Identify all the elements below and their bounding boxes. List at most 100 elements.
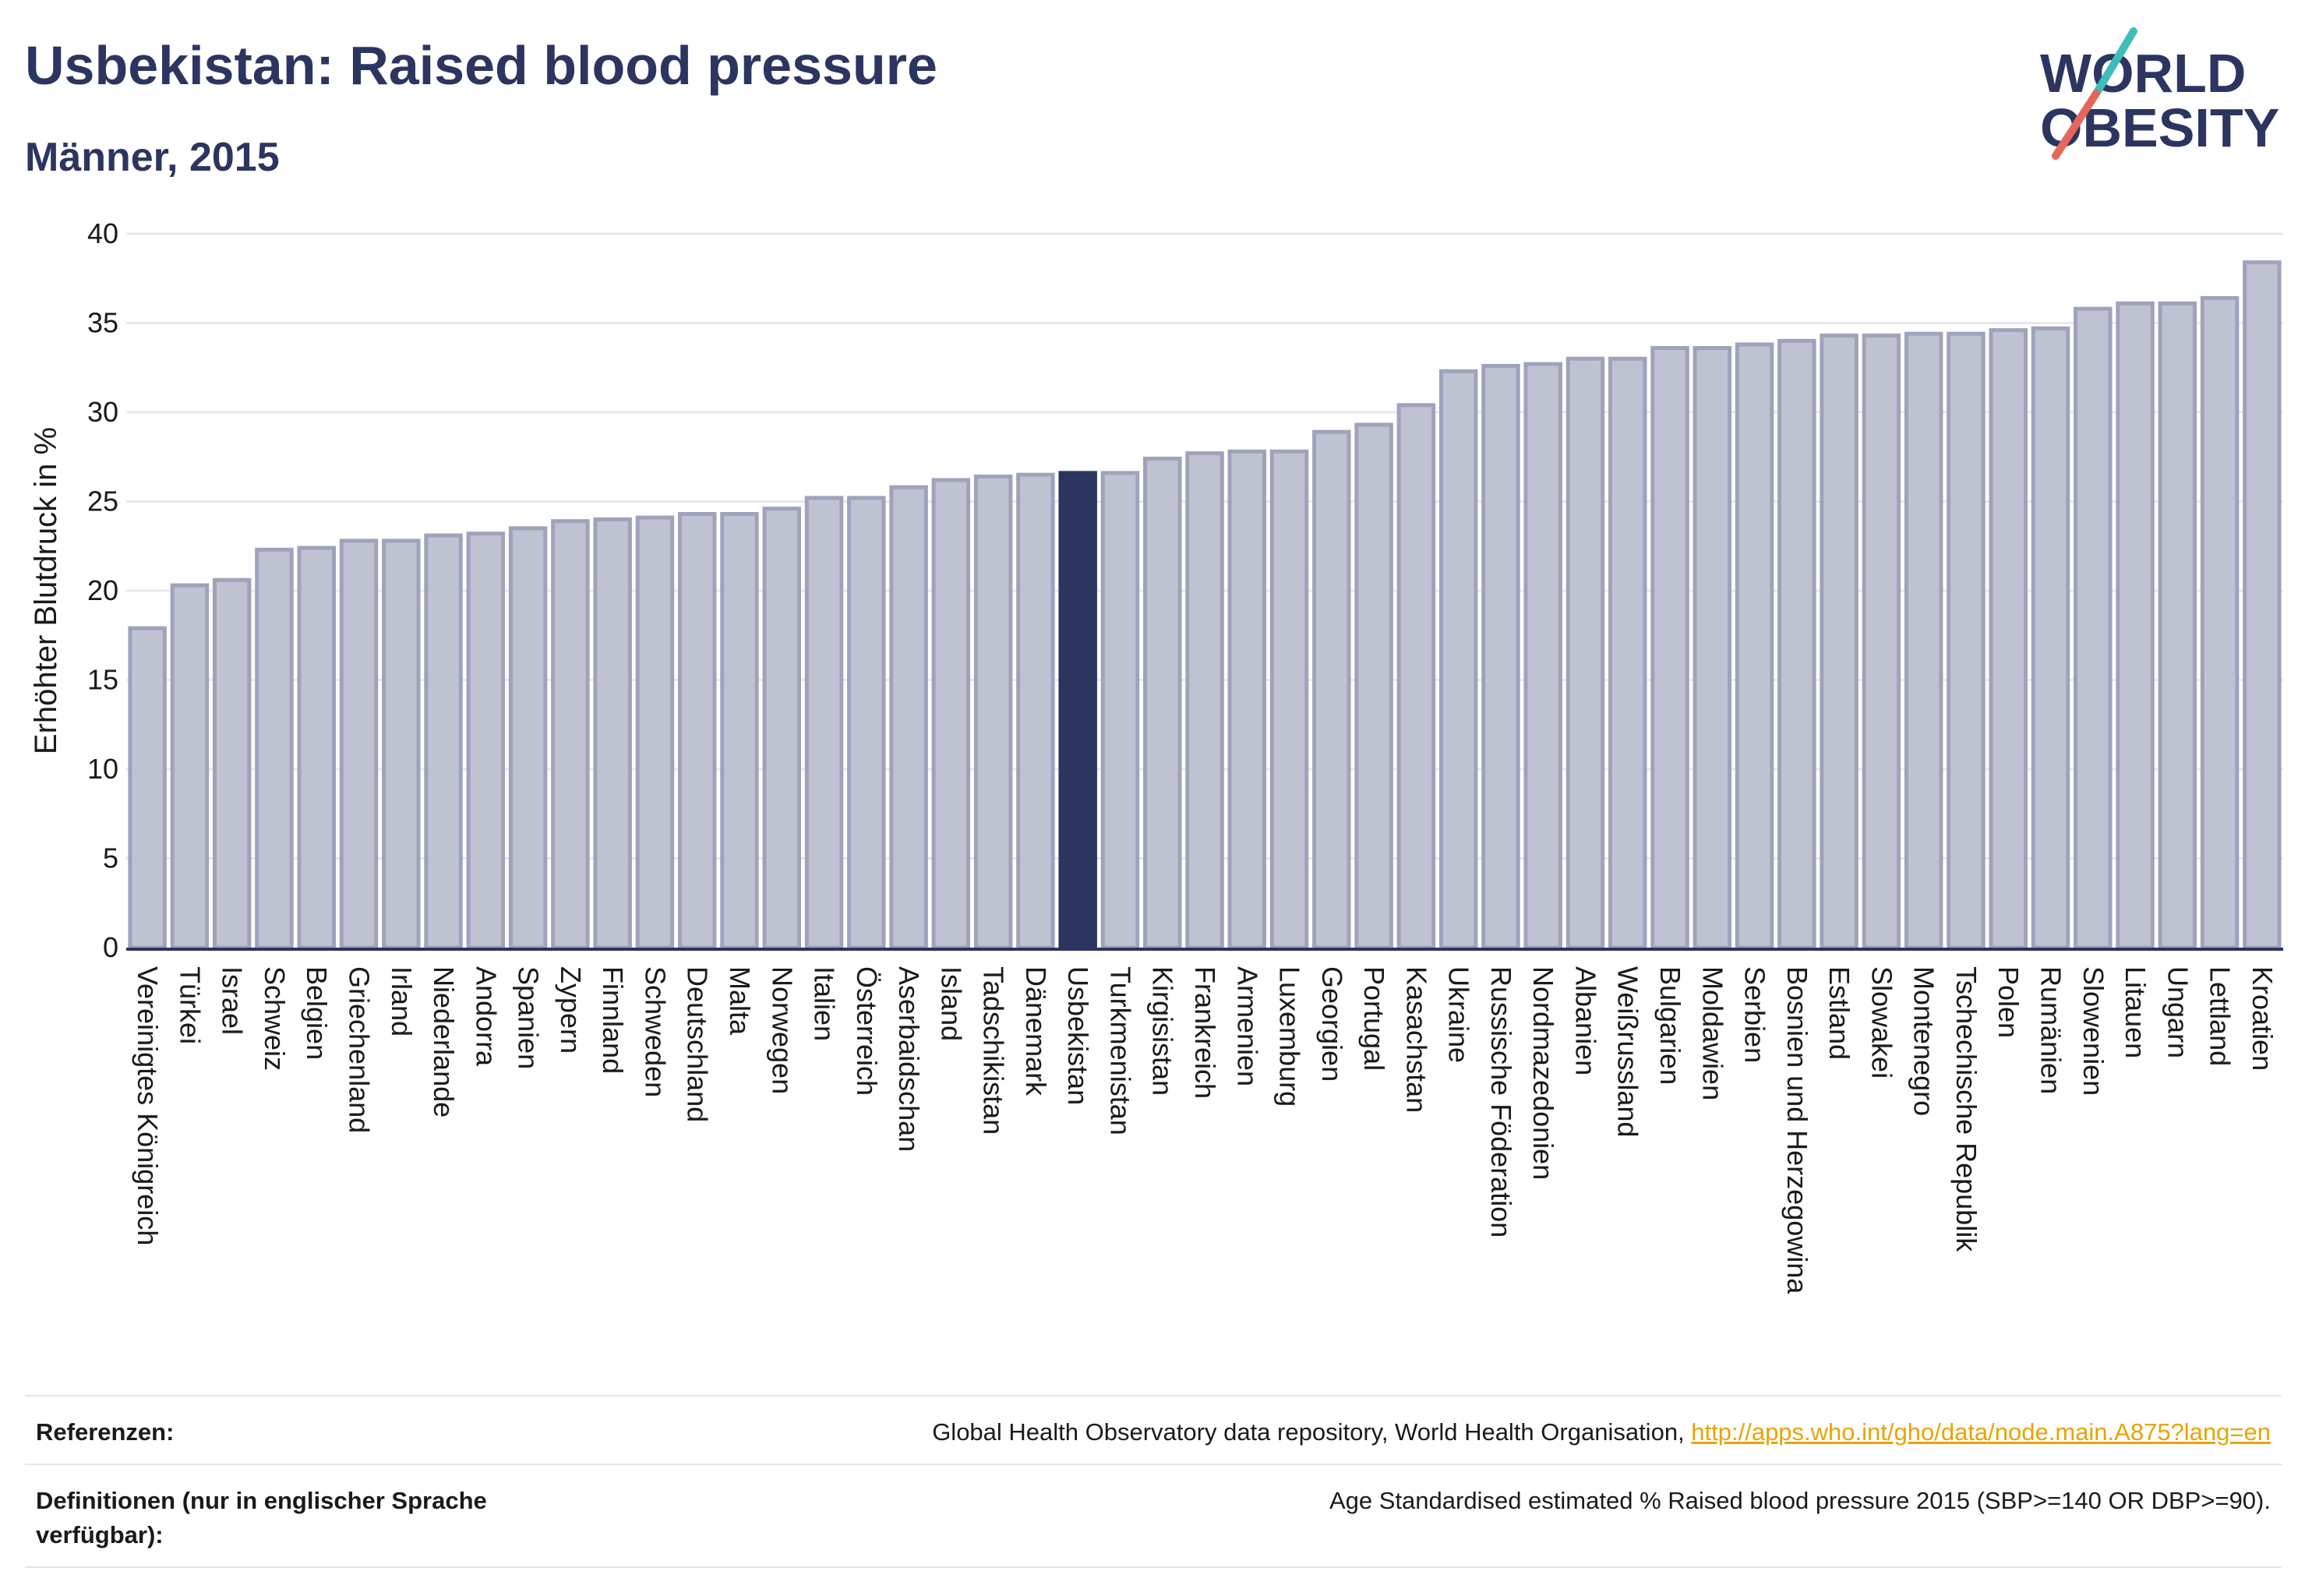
y-tick-label: 10	[87, 753, 118, 785]
x-tick-label: Montenegro	[1908, 966, 1940, 1116]
definitions-label: Definitionen (nur in englischer Sprache …	[36, 1487, 487, 1548]
y-tick-label: 25	[87, 486, 118, 517]
x-tick-label: Ukraine	[1443, 966, 1475, 1063]
y-tick-label: 20	[87, 574, 118, 606]
y-tick-label: 40	[87, 217, 118, 249]
logo-slash-teal	[2092, 27, 2137, 97]
x-tick-label: Portugal	[1358, 966, 1390, 1071]
bar	[1735, 342, 1774, 950]
references-value: Global Health Observatory data repositor…	[932, 1415, 2271, 1449]
bar	[2031, 326, 2070, 950]
bar	[1227, 449, 1267, 950]
x-tick-label: Österreich	[851, 966, 883, 1096]
x-tick-label: Niederlande	[428, 966, 460, 1118]
x-tick-label: Moldawien	[1696, 966, 1728, 1100]
x-tick-label: Schweiz	[259, 966, 291, 1071]
bar	[1269, 449, 1309, 950]
bar	[2158, 301, 2197, 950]
x-tick-label: Ungarn	[2162, 966, 2194, 1058]
bar	[382, 538, 421, 950]
x-tick-label: Zypern	[555, 966, 587, 1054]
bar	[339, 538, 379, 950]
x-tick-label: Georgien	[1316, 966, 1348, 1082]
x-tick-label: Andorra	[470, 966, 502, 1067]
bar	[255, 547, 294, 950]
bar	[2116, 301, 2155, 950]
x-tick-label: Rumänien	[2035, 966, 2067, 1094]
x-tick-label: Estland	[1823, 966, 1855, 1060]
x-tick-label: Tadschikistan	[978, 966, 1010, 1135]
bar	[1608, 356, 1647, 950]
bars	[128, 260, 2282, 950]
world-obesity-logo: WORLD OBESITY	[2034, 23, 2299, 164]
bar	[508, 526, 548, 950]
bar	[1947, 331, 1986, 950]
bar	[593, 517, 632, 950]
x-tick-label: Luxemburg	[1274, 966, 1306, 1107]
bar	[804, 496, 844, 950]
page-subtitle: Männer, 2015	[25, 135, 280, 180]
y-tick-label: 5	[103, 842, 118, 874]
x-tick-label: Usbekistan	[1062, 966, 1094, 1105]
bar	[1142, 457, 1182, 950]
x-tick-label: Israel	[217, 966, 249, 1035]
y-tick-label: 15	[87, 664, 118, 696]
x-tick-label: Irland	[386, 966, 418, 1036]
bar	[677, 512, 717, 950]
bar	[170, 583, 210, 950]
bar	[297, 546, 336, 950]
references-label: Referenzen:	[36, 1418, 175, 1446]
x-tick-label: Frankreich	[1189, 966, 1221, 1099]
x-tick-label: Türkei	[174, 966, 206, 1044]
x-tick-label: Tschechische Republik	[1950, 966, 1982, 1252]
bar	[1777, 338, 1816, 950]
bar	[1523, 362, 1562, 950]
references-link[interactable]: http://apps.who.int/gho/data/node.main.A…	[1691, 1418, 2271, 1446]
x-tick-label: Slowakei	[1866, 966, 1897, 1079]
x-tick-label: Malta	[724, 966, 756, 1036]
logo-line1: WORLD	[2040, 43, 2246, 104]
y-tick-label: 35	[87, 307, 118, 339]
x-tick-label: Belgien	[301, 966, 333, 1060]
x-tick-label: Kroatien	[2247, 966, 2279, 1071]
bar	[2200, 295, 2240, 950]
bar	[1904, 331, 1943, 950]
bar	[2074, 306, 2113, 950]
y-axis-ticks: 0 5 10 15 20 25 30 35 40	[87, 217, 118, 963]
bar	[1820, 334, 1858, 950]
bar	[973, 474, 1013, 950]
x-tick-label: Schweden	[639, 966, 671, 1097]
bar	[1481, 363, 1520, 950]
bar	[1693, 346, 1732, 950]
x-tick-label: Russische Föderation	[1485, 966, 1517, 1238]
x-tick-label: Vereinigtes Königreich	[132, 966, 164, 1245]
logo-graphic: WORLD OBESITY	[2040, 27, 2279, 160]
bar	[551, 519, 590, 950]
bar	[424, 533, 463, 950]
bar	[931, 478, 971, 950]
footer-table: Referenzen: Global Health Observatory da…	[25, 1395, 2282, 1568]
bar-chart: 0 5 10 15 20 25 30 35 40 Vereinigtes Königreich T…	[29, 217, 2283, 1294]
logo-slash-coral	[2052, 90, 2100, 160]
bar	[1185, 451, 1224, 950]
bar	[466, 531, 506, 950]
x-tick-label: Island	[935, 966, 967, 1041]
bar-highlighted	[1058, 471, 1097, 950]
x-tick-label: Deutschland	[682, 966, 714, 1122]
bar	[1438, 369, 1478, 950]
bar	[889, 485, 928, 950]
x-tick-label: Bosnien und Herzegowina	[1781, 966, 1813, 1294]
bar	[1862, 334, 1901, 950]
definitions-value: Age Standardised estimated % Raised bloo…	[1329, 1487, 2271, 1514]
bar	[1989, 328, 2028, 950]
x-axis-labels: Vereinigtes Königreich Türkei Israel Schwei…	[132, 966, 2279, 1294]
x-tick-label: Bulgarien	[1654, 966, 1686, 1085]
x-tick-label: Albanien	[1569, 966, 1601, 1075]
bar	[1312, 429, 1351, 950]
bar	[212, 577, 252, 950]
x-tick-label: Lettland	[2204, 966, 2236, 1066]
x-tick-label: Nordmazedonien	[1527, 966, 1559, 1180]
x-tick-label: Polen	[1993, 966, 2024, 1038]
x-tick-label: Slowenien	[2077, 966, 2109, 1096]
y-axis-label: Erhöhter Blutdruck in %	[29, 427, 63, 754]
